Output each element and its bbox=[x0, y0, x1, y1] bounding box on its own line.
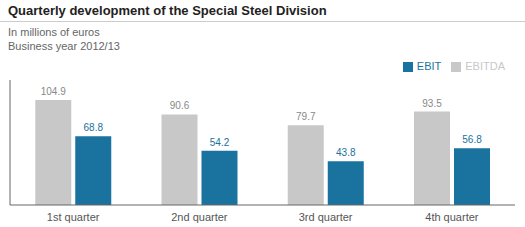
svg-text:93.5: 93.5 bbox=[422, 98, 442, 109]
svg-text:90.6: 90.6 bbox=[170, 100, 190, 111]
html-text:In millions of euros: In millions of euros bbox=[8, 26, 100, 38]
html-text:EBITDA: EBITDA bbox=[465, 60, 505, 72]
svg-text:56.8: 56.8 bbox=[462, 134, 482, 145]
svg-text:79.7: 79.7 bbox=[296, 111, 316, 122]
svg-text:43.8: 43.8 bbox=[336, 147, 356, 158]
svg-text:1st quarter: 1st quarter bbox=[47, 211, 100, 223]
html-text:EBIT: EBIT bbox=[416, 60, 442, 72]
svg-text:104.9: 104.9 bbox=[41, 86, 66, 97]
svg-text:68.8: 68.8 bbox=[84, 122, 104, 133]
html-text:Quarterly development of the S: Quarterly development of the Special Ste… bbox=[8, 3, 327, 18]
svg-text:2nd quarter: 2nd quarter bbox=[171, 211, 228, 223]
html-text:Business year 2012/13: Business year 2012/13 bbox=[8, 40, 120, 52]
svg-text:4th quarter: 4th quarter bbox=[425, 211, 479, 223]
svg-text:54.2: 54.2 bbox=[210, 137, 230, 148]
svg-text:3rd quarter: 3rd quarter bbox=[299, 211, 353, 223]
